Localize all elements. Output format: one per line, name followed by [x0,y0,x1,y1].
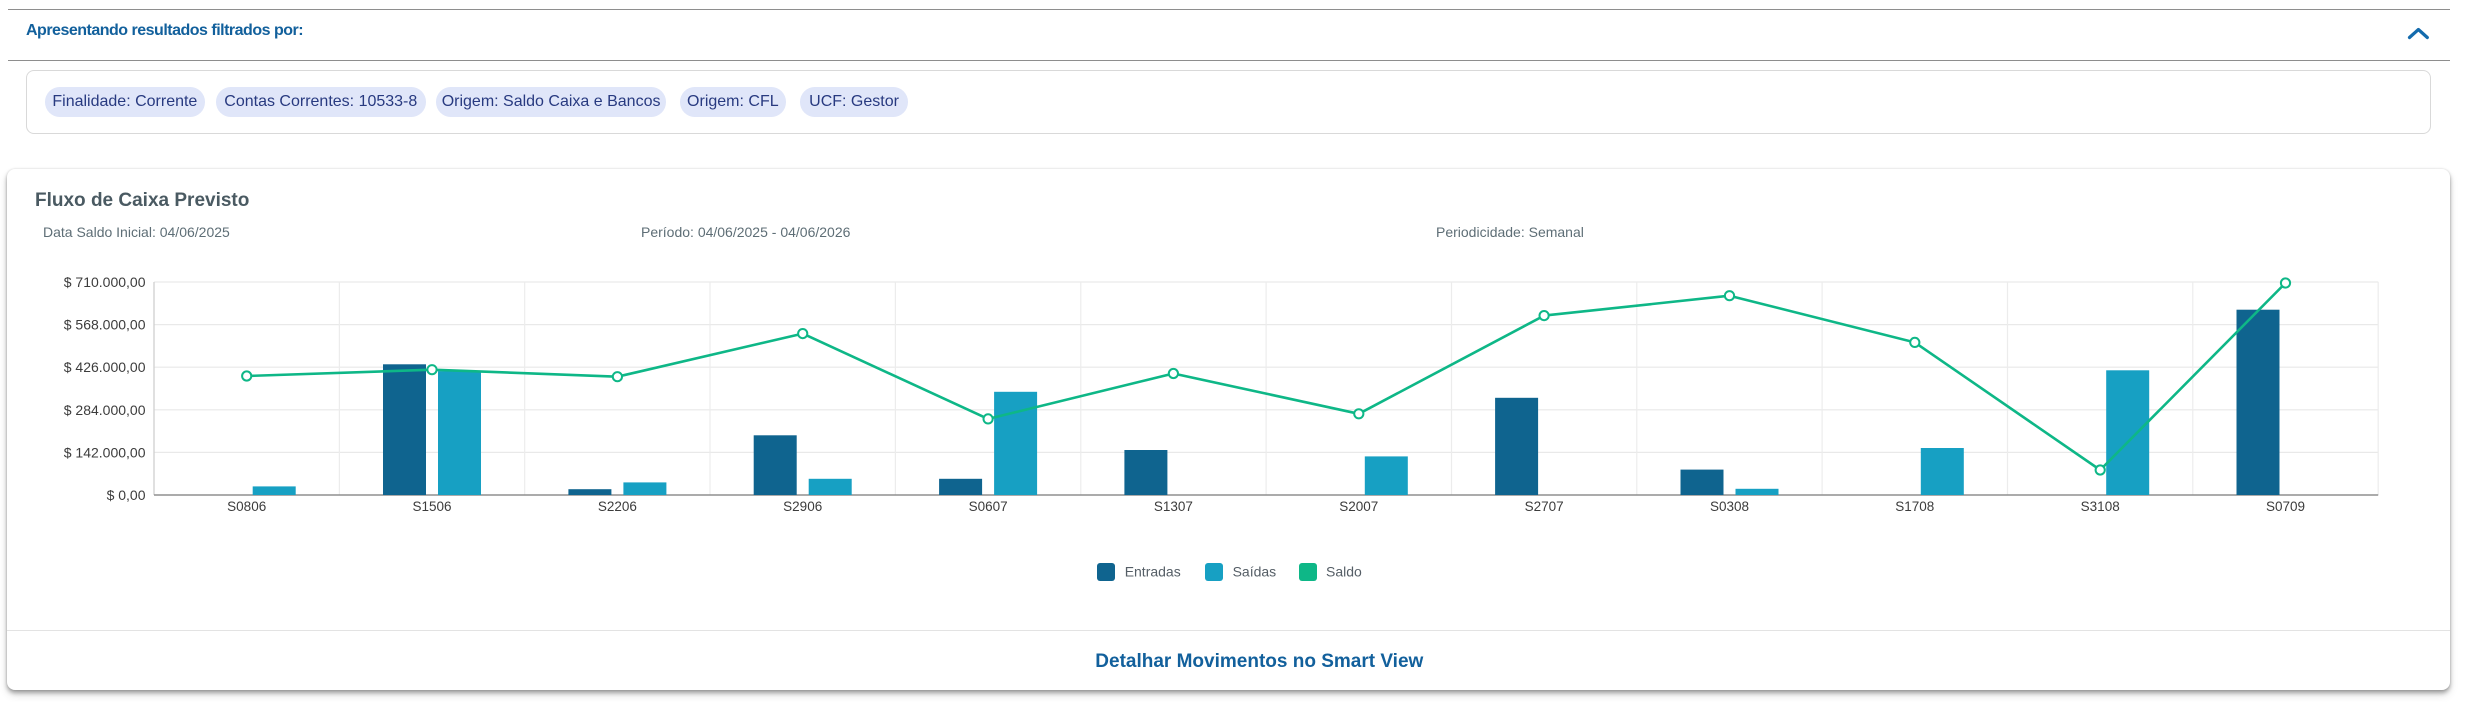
svg-text:S2707: S2707 [1525,499,1564,514]
svg-text:S1307: S1307 [1154,499,1193,514]
svg-text:Saldo: Saldo [1326,564,1362,580]
svg-text:S0806: S0806 [227,499,266,514]
svg-text:Saídas: Saídas [1233,564,1277,580]
svg-text:S3108: S3108 [2081,499,2120,514]
svg-text:S0709: S0709 [2266,499,2305,514]
svg-text:$ 142.000,00: $ 142.000,00 [64,444,146,460]
svg-text:S0607: S0607 [969,499,1008,514]
svg-text:S2007: S2007 [1339,499,1378,514]
svg-text:S1506: S1506 [412,499,451,514]
svg-text:$ 284.000,00: $ 284.000,00 [64,402,146,418]
svg-text:S2906: S2906 [783,499,822,514]
svg-text:$ 426.000,00: $ 426.000,00 [64,359,146,375]
svg-text:$ 0,00: $ 0,00 [107,487,146,503]
svg-text:$ 710.000,00: $ 710.000,00 [64,274,146,290]
svg-text:Entradas: Entradas [1125,564,1181,580]
svg-text:S0308: S0308 [1710,499,1749,514]
svg-text:S2206: S2206 [598,499,637,514]
svg-text:S1708: S1708 [1895,499,1934,514]
svg-text:$ 568.000,00: $ 568.000,00 [64,317,146,333]
